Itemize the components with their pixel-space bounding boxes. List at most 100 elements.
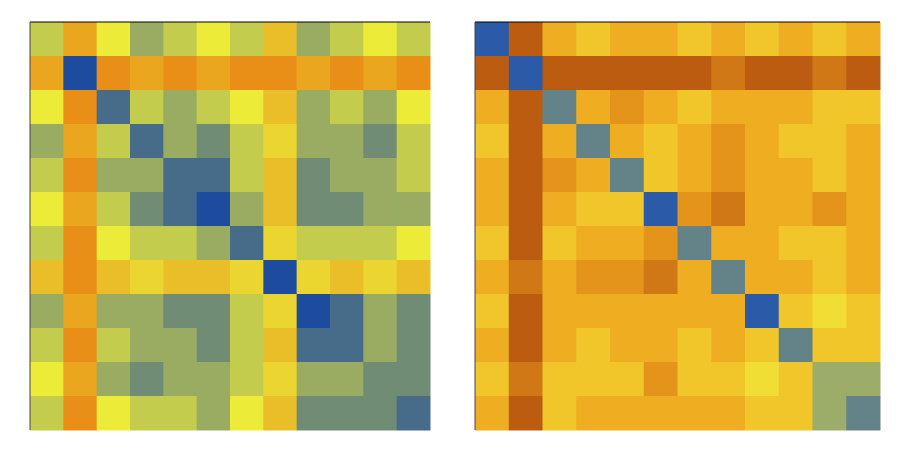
heatmap-cell bbox=[677, 226, 712, 261]
heatmap-cell bbox=[576, 362, 611, 397]
heatmap-cell bbox=[30, 294, 64, 329]
heatmap-cell bbox=[230, 124, 264, 159]
heatmap-cell bbox=[63, 260, 98, 295]
heatmap-cell bbox=[576, 328, 611, 363]
heatmap-cell bbox=[96, 260, 131, 295]
heatmap-cell bbox=[396, 362, 431, 397]
heatmap-cell bbox=[576, 396, 611, 431]
heatmap-cell bbox=[745, 396, 780, 431]
heatmap-cell bbox=[296, 226, 331, 261]
heatmap-cell bbox=[263, 192, 298, 227]
heatmap-cell bbox=[363, 260, 398, 295]
heatmap-cell bbox=[610, 328, 645, 363]
heatmap-cell bbox=[296, 328, 331, 363]
heatmap-cell bbox=[163, 226, 198, 261]
heatmap-cell bbox=[576, 192, 611, 227]
heatmap-cell bbox=[677, 90, 712, 125]
heatmap-cell bbox=[846, 396, 881, 431]
heatmap-cell bbox=[778, 226, 813, 261]
heatmap-cell bbox=[130, 124, 164, 159]
heatmap-cell bbox=[610, 396, 645, 431]
heatmap-cell bbox=[196, 328, 231, 363]
heatmap-cell bbox=[778, 260, 813, 295]
heatmap-cell bbox=[330, 294, 364, 329]
heatmap-cell bbox=[196, 22, 231, 57]
heatmap-cell bbox=[163, 294, 198, 329]
heatmap-cell bbox=[542, 226, 577, 261]
heatmap-cell bbox=[230, 226, 264, 261]
heatmap-cell bbox=[130, 226, 164, 261]
heatmap-cell bbox=[363, 362, 398, 397]
heatmap-cell bbox=[196, 294, 231, 329]
heatmap-cell bbox=[508, 226, 543, 261]
heatmap-cell bbox=[711, 362, 746, 397]
heatmap-cell bbox=[163, 396, 198, 431]
heatmap-cell bbox=[812, 396, 847, 431]
heatmap-cell bbox=[96, 124, 131, 159]
heatmap-cell bbox=[230, 396, 264, 431]
heatmap-cell bbox=[363, 22, 398, 57]
heatmap-cell bbox=[396, 226, 431, 261]
heatmap-cell bbox=[542, 124, 577, 159]
heatmap-cell bbox=[396, 396, 431, 431]
heatmap-cell bbox=[711, 396, 746, 431]
heatmap-cell bbox=[745, 158, 780, 193]
heatmap-cell bbox=[677, 396, 712, 431]
heatmap-cell bbox=[63, 362, 98, 397]
heatmap-cell bbox=[196, 192, 231, 227]
heatmap-cell bbox=[296, 362, 331, 397]
heatmap-cell bbox=[330, 396, 364, 431]
heatmap-cell bbox=[196, 226, 231, 261]
heatmap-cell bbox=[196, 56, 231, 91]
heatmap-cell bbox=[363, 192, 398, 227]
heatmap-cell bbox=[396, 22, 431, 57]
heatmap-cell bbox=[30, 56, 64, 91]
heatmap-cell bbox=[63, 226, 98, 261]
heatmap-cell bbox=[643, 158, 678, 193]
heatmap-cell bbox=[677, 294, 712, 329]
heatmap-cell bbox=[643, 362, 678, 397]
heatmap-cell bbox=[542, 396, 577, 431]
heatmap-cell bbox=[296, 260, 331, 295]
heatmap-cell bbox=[96, 294, 131, 329]
heatmap-cell bbox=[230, 158, 264, 193]
heatmap-cell bbox=[812, 226, 847, 261]
heatmap-cell bbox=[196, 260, 231, 295]
heatmap-cell bbox=[96, 158, 131, 193]
heatmap-cell bbox=[846, 90, 881, 125]
heatmap-cell bbox=[812, 294, 847, 329]
heatmap-cell bbox=[263, 124, 298, 159]
heatmap-cell bbox=[130, 260, 164, 295]
heatmap-cell bbox=[63, 294, 98, 329]
heatmap-cell bbox=[396, 56, 431, 91]
heatmap-cell bbox=[330, 90, 364, 125]
heatmap-cell bbox=[677, 124, 712, 159]
heatmap-cell bbox=[475, 158, 510, 193]
heatmap-cell bbox=[711, 294, 746, 329]
heatmap-cell bbox=[63, 124, 98, 159]
heatmap-cell bbox=[96, 192, 131, 227]
heatmap-cell bbox=[163, 56, 198, 91]
heatmap-cell bbox=[677, 56, 712, 91]
heatmap-cell bbox=[778, 22, 813, 57]
heatmap-cell bbox=[643, 56, 678, 91]
heatmap-cell bbox=[296, 294, 331, 329]
heatmap-cell bbox=[30, 396, 64, 431]
heatmap-cell bbox=[363, 328, 398, 363]
heatmap-cell bbox=[778, 294, 813, 329]
heatmap-cell bbox=[576, 90, 611, 125]
heatmap-cell bbox=[846, 226, 881, 261]
heatmap-cell bbox=[508, 396, 543, 431]
heatmap-cell bbox=[508, 124, 543, 159]
heatmap-cell bbox=[396, 294, 431, 329]
heatmap-cell bbox=[610, 294, 645, 329]
heatmap-cell bbox=[576, 226, 611, 261]
heatmap-cell bbox=[677, 362, 712, 397]
heatmap-cell bbox=[846, 56, 881, 91]
heatmap-cell bbox=[475, 56, 510, 91]
heatmap-cell bbox=[330, 260, 364, 295]
heatmap-cell bbox=[30, 22, 64, 57]
heatmap-cell bbox=[778, 362, 813, 397]
heatmap-cell bbox=[508, 158, 543, 193]
